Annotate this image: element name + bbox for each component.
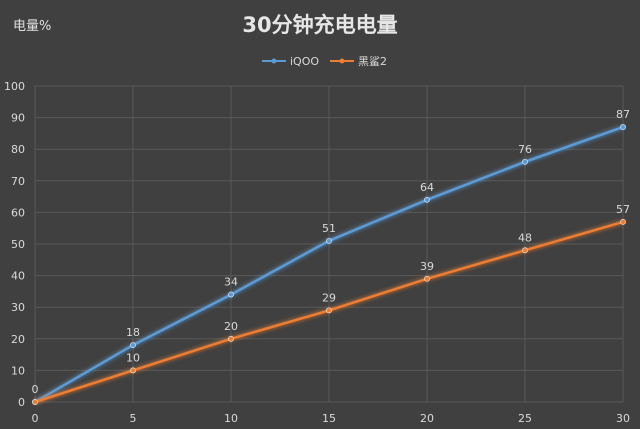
y-tick-label: 10 (11, 364, 25, 377)
x-tick-label: 30 (616, 412, 630, 425)
y-axis-label: 电量% (13, 19, 51, 34)
data-point (620, 218, 626, 225)
series-group: 0 18 34 51 64 76 87 10 20 29 39 48 57 (32, 108, 630, 405)
data-label: 20 (224, 320, 238, 333)
x-tick-label: 25 (518, 412, 532, 425)
data-label: 34 (224, 276, 238, 289)
data-point (228, 291, 234, 298)
y-tick-label: 70 (11, 175, 25, 188)
data-point (522, 247, 528, 254)
legend-label: 黑鲨2 (358, 55, 387, 68)
data-point (130, 342, 136, 349)
data-label: 39 (420, 260, 434, 273)
data-label: 87 (616, 108, 630, 121)
data-label: 64 (420, 181, 434, 194)
data-label: 48 (518, 231, 532, 244)
data-label: 29 (322, 291, 336, 304)
data-point (424, 275, 430, 282)
x-tick-label: 15 (322, 412, 336, 425)
data-label: 57 (616, 203, 630, 216)
data-point (326, 237, 332, 244)
y-tick-label: 30 (11, 301, 25, 314)
y-tick-label: 0 (18, 396, 25, 409)
y-tick-label: 60 (11, 206, 25, 219)
x-tick-label: 20 (420, 412, 434, 425)
data-point (522, 158, 528, 165)
data-label: 76 (518, 143, 532, 156)
data-point (424, 196, 430, 203)
data-label: 10 (126, 351, 140, 364)
data-point (228, 335, 234, 342)
legend: iQOO 黑鲨2 (262, 55, 387, 68)
x-tick-label: 5 (130, 412, 137, 425)
legend-marker (339, 58, 345, 64)
legend-marker (271, 58, 277, 64)
y-tick-label: 100 (4, 80, 25, 93)
y-tick-label: 20 (11, 333, 25, 346)
grid (34, 85, 624, 403)
series-1: 0 18 34 51 64 76 87 (32, 108, 630, 405)
data-label: 0 (32, 383, 39, 396)
series-2: 10 20 29 39 48 57 (32, 203, 630, 405)
y-tick-label: 80 (11, 143, 25, 156)
x-tick-label: 10 (224, 412, 238, 425)
y-tick-label: 90 (11, 112, 25, 125)
data-point (326, 307, 332, 314)
data-label: 51 (322, 222, 336, 235)
chart-title: 30分钟充电电量 (242, 13, 397, 37)
y-tick-label: 50 (11, 238, 25, 251)
data-label: 18 (126, 326, 140, 339)
x-tick-label: 0 (32, 412, 39, 425)
y-tick-label: 40 (11, 270, 25, 283)
data-point (620, 124, 626, 130)
legend-label: iQOO (290, 55, 319, 68)
data-point (130, 367, 136, 374)
data-point (32, 399, 38, 405)
